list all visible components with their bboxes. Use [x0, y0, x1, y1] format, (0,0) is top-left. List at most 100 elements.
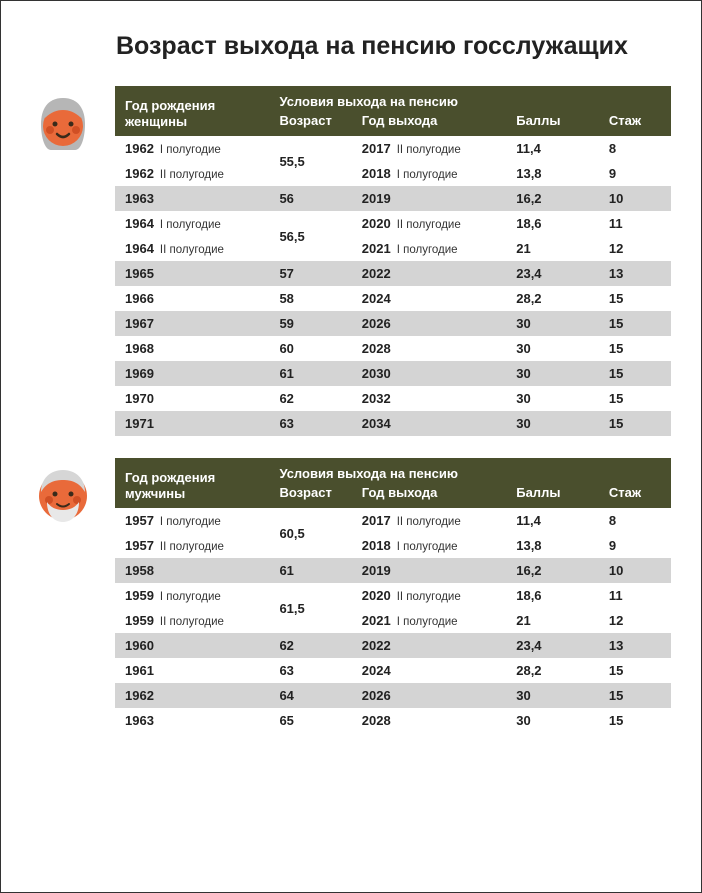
cell-exit-year: 2028: [352, 708, 506, 733]
cell-age: 56,5: [269, 211, 351, 261]
cell-stage: 12: [599, 608, 671, 633]
cell-stage: 15: [599, 411, 671, 436]
cell-age: 61: [269, 361, 351, 386]
cell-age: 65: [269, 708, 351, 733]
cell-exit-year: 2018I полугодие: [352, 533, 506, 558]
table-row: 1964I полугодие56,52020II полугодие18,61…: [115, 211, 671, 236]
cell-age: 63: [269, 411, 351, 436]
cell-birth-year: 1963: [115, 186, 269, 211]
cell-stage: 8: [599, 136, 671, 161]
cell-birth-year: 1969: [115, 361, 269, 386]
header-age: Возраст: [269, 111, 351, 136]
header-birth-l2: мужчины: [125, 486, 185, 501]
cell-birth-year: 1968: [115, 336, 269, 361]
cell-points: 11,4: [506, 508, 599, 533]
cell-stage: 15: [599, 658, 671, 683]
cell-stage: 10: [599, 558, 671, 583]
cell-birth-year: 1966: [115, 286, 269, 311]
header-stage: Стаж: [599, 111, 671, 136]
cell-birth-year: 1960: [115, 633, 269, 658]
women-section: Год рождения женщины Условия выхода на п…: [31, 86, 671, 436]
table-row: 196557202223,413: [115, 261, 671, 286]
header-conditions: Условия выхода на пенсию: [269, 458, 671, 483]
women-table-header: Год рождения женщины Условия выхода на п…: [115, 86, 671, 136]
cell-points: 30: [506, 411, 599, 436]
cell-points: 13,8: [506, 533, 599, 558]
header-exit-year: Год выхода: [352, 111, 506, 136]
cell-exit-year: 2021I полугодие: [352, 236, 506, 261]
cell-birth-year: 1970: [115, 386, 269, 411]
cell-birth-year: 1961: [115, 658, 269, 683]
cell-exit-year: 2017II полугодие: [352, 508, 506, 533]
cell-exit-year: 2024: [352, 286, 506, 311]
cell-birth-year: 1971: [115, 411, 269, 436]
cell-age: 56: [269, 186, 351, 211]
cell-birth-year: 1957I полугодие: [115, 508, 269, 533]
table-row: 1962I полугодие55,52017II полугодие11,48: [115, 136, 671, 161]
table-row: 19706220323015: [115, 386, 671, 411]
table-row: 196658202428,215: [115, 286, 671, 311]
cell-birth-year: 1959II полугодие: [115, 608, 269, 633]
header-points: Баллы: [506, 483, 599, 508]
table-row: 19636520283015: [115, 708, 671, 733]
cell-age: 55,5: [269, 136, 351, 186]
table-row: 196356201916,210: [115, 186, 671, 211]
cell-birth-year: 1965: [115, 261, 269, 286]
table-row: 195861201916,210: [115, 558, 671, 583]
cell-stage: 15: [599, 386, 671, 411]
cell-points: 30: [506, 683, 599, 708]
cell-age: 62: [269, 633, 351, 658]
cell-age: 60,5: [269, 508, 351, 558]
header-birth-l1: Год рождения: [125, 470, 215, 485]
cell-exit-year: 2032: [352, 386, 506, 411]
table-row: 1957I полугодие60,52017II полугодие11,48: [115, 508, 671, 533]
header-exit-year: Год выхода: [352, 483, 506, 508]
cell-birth-year: 1962II полугодие: [115, 161, 269, 186]
cell-points: 18,6: [506, 583, 599, 608]
cell-points: 21: [506, 608, 599, 633]
cell-stage: 12: [599, 236, 671, 261]
cell-points: 16,2: [506, 558, 599, 583]
cell-exit-year: 2028: [352, 336, 506, 361]
cell-birth-year: 1962I полугодие: [115, 136, 269, 161]
cell-stage: 13: [599, 261, 671, 286]
man-avatar-icon: [31, 464, 95, 528]
cell-age: 60: [269, 336, 351, 361]
cell-age: 58: [269, 286, 351, 311]
table-row: 19716320343015: [115, 411, 671, 436]
cell-exit-year: 2018I полугодие: [352, 161, 506, 186]
cell-birth-year: 1967: [115, 311, 269, 336]
table-row: 19686020283015: [115, 336, 671, 361]
cell-stage: 11: [599, 583, 671, 608]
cell-points: 30: [506, 708, 599, 733]
cell-birth-year: 1964II полугодие: [115, 236, 269, 261]
table-row: 196163202428,215: [115, 658, 671, 683]
cell-exit-year: 2034: [352, 411, 506, 436]
men-table-header: Год рождения мужчины Условия выхода на п…: [115, 458, 671, 508]
table-row: 1959II полугодие2021I полугодие2112: [115, 608, 671, 633]
header-stage: Стаж: [599, 483, 671, 508]
cell-exit-year: 2026: [352, 683, 506, 708]
men-section: Год рождения мужчины Условия выхода на п…: [31, 458, 671, 733]
cell-exit-year: 2019: [352, 558, 506, 583]
cell-age: 63: [269, 658, 351, 683]
cell-birth-year: 1959I полугодие: [115, 583, 269, 608]
cell-points: 16,2: [506, 186, 599, 211]
cell-points: 28,2: [506, 286, 599, 311]
cell-exit-year: 2026: [352, 311, 506, 336]
cell-stage: 15: [599, 708, 671, 733]
header-birth-l2: женщины: [125, 114, 187, 129]
cell-exit-year: 2022: [352, 633, 506, 658]
cell-birth-year: 1963: [115, 708, 269, 733]
cell-points: 23,4: [506, 261, 599, 286]
header-points: Баллы: [506, 111, 599, 136]
cell-stage: 10: [599, 186, 671, 211]
cell-stage: 15: [599, 683, 671, 708]
cell-stage: 15: [599, 336, 671, 361]
table-row: 19626420263015: [115, 683, 671, 708]
table-row: 1957II полугодие2018I полугодие13,89: [115, 533, 671, 558]
cell-stage: 13: [599, 633, 671, 658]
cell-points: 30: [506, 311, 599, 336]
cell-age: 61,5: [269, 583, 351, 633]
cell-exit-year: 2024: [352, 658, 506, 683]
